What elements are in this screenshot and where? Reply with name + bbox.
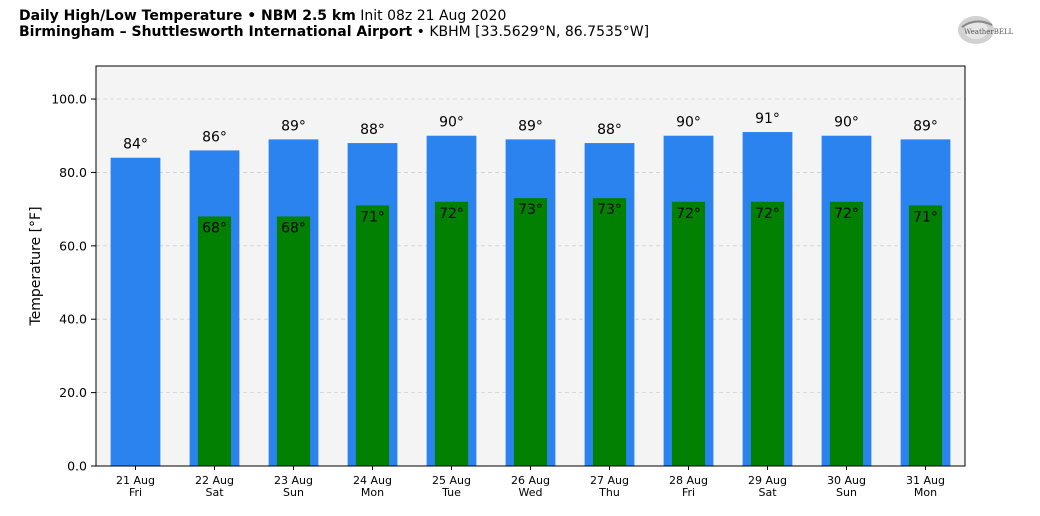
low-value-label: 73° <box>518 202 543 218</box>
low-value-label: 72° <box>755 206 780 222</box>
low-value-label: 72° <box>439 206 464 222</box>
x-tick-weekday: Sun <box>283 486 304 499</box>
x-tick-date: 23 Aug <box>274 474 313 487</box>
title-line-2: Birmingham – Shuttlesworth International… <box>19 24 649 40</box>
x-tick-date: 21 Aug <box>116 474 155 487</box>
low-bar <box>592 198 627 466</box>
x-tick-date: 30 Aug <box>827 474 866 487</box>
title-init-time: Init 08z 21 Aug 2020 <box>360 8 507 24</box>
x-tick-date: 29 Aug <box>748 474 787 487</box>
logo-text: WeatherBELL <box>964 28 1014 36</box>
low-value-label: 71° <box>360 209 385 225</box>
x-tick-date: 28 Aug <box>669 474 708 487</box>
low-bar <box>434 201 469 466</box>
chart-title: Daily High/Low Temperature • NBM 2.5 km … <box>19 8 649 40</box>
high-value-label: 88° <box>597 122 622 138</box>
low-value-label: 68° <box>202 220 227 236</box>
y-tick-label: 60.0 <box>59 238 87 253</box>
low-value-label: 68° <box>281 220 306 236</box>
low-value-label: 71° <box>913 209 938 225</box>
x-tick-date: 24 Aug <box>353 474 392 487</box>
high-value-label: 90° <box>834 115 859 131</box>
y-tick-label: 20.0 <box>59 385 87 400</box>
high-value-label: 91° <box>755 111 780 127</box>
high-value-label: 89° <box>913 118 938 134</box>
y-axis: 0.0 20.0 40.0 60.0 80.0 100.0 <box>51 92 96 474</box>
low-bar <box>908 205 943 467</box>
high-value-label: 84° <box>123 137 148 153</box>
low-value-label: 73° <box>597 202 622 218</box>
title-station-name: Birmingham – Shuttlesworth International… <box>19 24 413 40</box>
low-bar <box>513 198 548 466</box>
high-value-label: 90° <box>676 115 701 131</box>
low-bar <box>829 201 864 466</box>
x-tick-weekday: Mon <box>914 486 937 499</box>
x-tick-weekday: Thu <box>598 486 620 499</box>
x-tick-date: 26 Aug <box>511 474 550 487</box>
x-tick-weekday: Fri <box>682 486 695 499</box>
low-bar <box>750 201 785 466</box>
low-bar <box>355 205 390 467</box>
high-temperature-series <box>110 132 951 467</box>
low-bar <box>276 216 311 466</box>
x-tick-date: 22 Aug <box>195 474 234 487</box>
high-bar <box>110 157 161 467</box>
title-line-1: Daily High/Low Temperature • NBM 2.5 km … <box>19 8 649 24</box>
low-value-label: 72° <box>676 206 701 222</box>
x-tick-weekday: Sun <box>836 486 857 499</box>
y-tick-label: 0.0 <box>67 459 87 474</box>
data-labels: 84° 86° 68° 89° 68° 88° 71° 90° 72° 89° 73° 88° 73° 9… <box>123 111 938 236</box>
low-temperature-series <box>197 198 943 467</box>
high-value-label: 89° <box>281 118 306 134</box>
low-value-label: 72° <box>834 206 859 222</box>
title-product: Daily High/Low Temperature • NBM 2.5 km <box>19 8 356 24</box>
high-value-label: 89° <box>518 118 543 134</box>
x-tick-date: 27 Aug <box>590 474 629 487</box>
x-tick-weekday: Wed <box>519 486 543 499</box>
y-axis-label: Temperature [°F] <box>28 206 44 326</box>
y-tick-label: 80.0 <box>59 165 87 180</box>
high-value-label: 90° <box>439 115 464 131</box>
x-tick-date: 31 Aug <box>906 474 945 487</box>
x-tick-weekday: Mon <box>361 486 384 499</box>
high-value-label: 86° <box>202 129 227 145</box>
y-tick-label: 100.0 <box>51 92 87 107</box>
y-tick-label: 40.0 <box>59 312 87 327</box>
high-value-label: 88° <box>360 122 385 138</box>
x-tick-weekday: Sat <box>758 486 777 499</box>
plot-frame <box>95 65 966 467</box>
x-tick-weekday: Fri <box>129 486 142 499</box>
weatherbell-logo-icon: WeatherBELL <box>958 16 1014 44</box>
title-station-coords: • KBHM [33.5629°N, 86.7535°W] <box>416 24 650 40</box>
x-tick-weekday: Tue <box>441 486 461 499</box>
low-bar <box>197 216 232 466</box>
low-bar <box>671 201 706 466</box>
x-tick-date: 25 Aug <box>432 474 471 487</box>
x-tick-weekday: Sat <box>205 486 224 499</box>
